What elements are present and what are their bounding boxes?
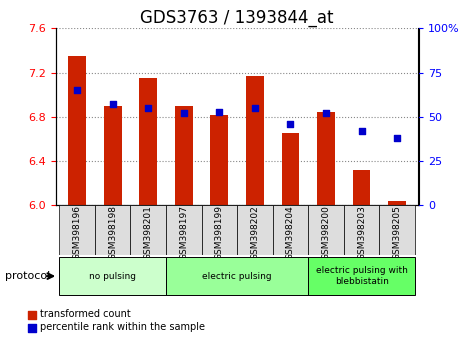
Point — [287, 121, 294, 127]
Text: GSM398202: GSM398202 — [251, 205, 259, 260]
FancyBboxPatch shape — [166, 257, 308, 295]
Bar — [140, 78, 157, 205]
Bar — [282, 133, 299, 205]
Point — [109, 102, 116, 107]
Text: no pulsing: no pulsing — [89, 272, 136, 281]
Text: electric pulsing with
blebbistatin: electric pulsing with blebbistatin — [316, 267, 407, 286]
FancyBboxPatch shape — [60, 205, 95, 255]
Text: protocol: protocol — [5, 271, 50, 281]
Point — [73, 87, 81, 93]
Text: GSM398198: GSM398198 — [108, 205, 117, 260]
Bar — [175, 106, 193, 205]
Text: electric pulsing: electric pulsing — [202, 272, 272, 281]
FancyBboxPatch shape — [131, 205, 166, 255]
Point — [216, 109, 223, 114]
Title: GDS3763 / 1393844_at: GDS3763 / 1393844_at — [140, 9, 334, 27]
Bar — [353, 170, 371, 205]
Bar — [246, 76, 264, 205]
Bar — [388, 201, 406, 205]
Text: GSM398199: GSM398199 — [215, 205, 224, 260]
Point — [251, 105, 259, 111]
FancyBboxPatch shape — [379, 205, 415, 255]
Text: GSM398197: GSM398197 — [179, 205, 188, 260]
Text: GSM398200: GSM398200 — [321, 205, 331, 260]
Text: GSM398203: GSM398203 — [357, 205, 366, 260]
FancyBboxPatch shape — [308, 205, 344, 255]
Text: GSM398205: GSM398205 — [392, 205, 402, 260]
Point — [180, 110, 187, 116]
Bar — [211, 115, 228, 205]
FancyBboxPatch shape — [95, 205, 131, 255]
Text: GSM398196: GSM398196 — [73, 205, 82, 260]
Text: GSM398204: GSM398204 — [286, 205, 295, 260]
Bar — [68, 56, 86, 205]
FancyBboxPatch shape — [308, 257, 415, 295]
FancyBboxPatch shape — [166, 205, 202, 255]
FancyBboxPatch shape — [272, 205, 308, 255]
FancyBboxPatch shape — [344, 205, 379, 255]
Point — [322, 110, 330, 116]
Bar — [317, 113, 335, 205]
FancyBboxPatch shape — [202, 205, 237, 255]
Point — [145, 105, 152, 111]
Point — [358, 128, 365, 134]
Text: GSM398201: GSM398201 — [144, 205, 153, 260]
Bar — [104, 106, 121, 205]
FancyBboxPatch shape — [237, 205, 272, 255]
Point — [393, 135, 401, 141]
Legend: transformed count, percentile rank within the sample: transformed count, percentile rank withi… — [28, 309, 205, 332]
FancyBboxPatch shape — [60, 257, 166, 295]
